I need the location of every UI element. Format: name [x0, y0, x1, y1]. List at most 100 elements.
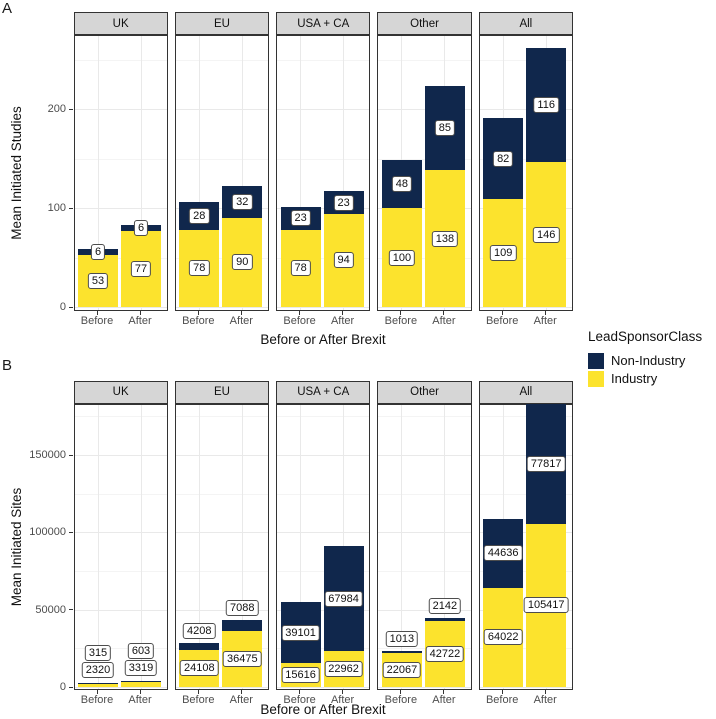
y-tick-label: 50000: [35, 603, 66, 616]
gridline-minor: [479, 416, 572, 418]
gridline-vertical: [241, 36, 243, 310]
x-tick-label: After: [533, 694, 557, 706]
x-tick-label: After: [128, 315, 152, 327]
value-label-industry: 22067: [382, 661, 422, 678]
gridline-major: [378, 307, 471, 308]
value-label-industry: 105417: [523, 597, 569, 614]
facet-panel: 2320 315 3319 603: [73, 403, 168, 690]
value-label-non-industry: 2142: [428, 597, 462, 614]
legend: LeadSponsorClass Non-Industry Industry: [588, 329, 702, 388]
gridline-minor: [74, 416, 167, 418]
gridline-major: [175, 532, 269, 534]
bar-segment-non-industry: [381, 651, 422, 653]
x-tick-label: Before: [384, 694, 418, 706]
gridline-minor: [277, 158, 370, 160]
gridline-major: [175, 455, 269, 456]
gridline-minor: [175, 59, 269, 61]
facet-strip: USA + CA: [276, 380, 371, 404]
gridline-major: [277, 109, 370, 110]
value-label-non-industry: 603: [127, 642, 155, 659]
value-label-non-industry: 7088: [226, 599, 259, 616]
value-label-non-industry: 77817: [526, 455, 566, 472]
x-tick-mark: [197, 311, 199, 315]
value-label-industry: 94: [333, 252, 354, 269]
value-label-non-industry: 23: [290, 210, 311, 227]
value-label-industry: 15616: [281, 666, 320, 683]
value-label-non-industry: 6: [90, 243, 106, 260]
facet-strip: EU: [174, 380, 270, 404]
gridline-vertical: [97, 404, 99, 689]
y-tick-mark: [68, 686, 73, 688]
y-axis-title: Mean Initiated Sites: [9, 487, 24, 607]
facet-strip: All: [478, 380, 573, 404]
x-tick-mark: [96, 311, 98, 315]
legend-item-non-industry: Non-Industry: [588, 352, 702, 369]
x-tick-mark: [240, 311, 242, 315]
value-label-industry: 146: [533, 226, 560, 243]
x-tick-label: Before: [283, 315, 316, 327]
gridline-vertical: [343, 36, 345, 310]
y-tick-mark: [68, 306, 73, 308]
gridline-minor: [175, 158, 269, 160]
legend-item-label: Non-Industry: [611, 353, 686, 368]
gridline-major: [175, 208, 269, 209]
legend-swatch-non-industry-icon: [588, 352, 604, 369]
gridline-minor: [378, 571, 471, 572]
gridline-minor: [378, 493, 471, 495]
x-tick-label: Before: [80, 694, 114, 706]
x-tick-mark: [299, 690, 301, 694]
gridline-vertical: [300, 404, 302, 689]
facet-strip: UK: [73, 380, 168, 404]
gridline-major: [74, 455, 167, 456]
gridline-major: [277, 687, 370, 688]
gridline-minor: [175, 571, 269, 572]
x-tick-mark: [96, 690, 98, 694]
gridline-major: [175, 307, 269, 308]
gridline-minor: [277, 416, 370, 418]
gridline-vertical: [401, 404, 403, 689]
gridline-major: [74, 307, 167, 308]
value-label-industry: 90: [232, 254, 253, 271]
gridline-major: [175, 609, 269, 611]
gridline-major: [378, 208, 471, 209]
gridline-major: [74, 109, 167, 110]
gridline-minor: [175, 493, 269, 495]
value-label-non-industry: 315: [84, 644, 112, 661]
x-tick-label: After: [432, 315, 456, 327]
value-label-industry: 138: [431, 230, 459, 247]
gridline-major: [479, 307, 572, 308]
facet-strip: USA + CA: [276, 12, 371, 35]
legend-item-label: Industry: [611, 371, 658, 386]
facet-strip: Other: [377, 380, 472, 404]
y-tick-label: 150000: [29, 449, 66, 461]
panel-tag-a: A: [2, 0, 13, 17]
gridline-minor: [74, 257, 167, 259]
gridline-major: [175, 109, 269, 110]
gridline-minor: [277, 59, 370, 61]
x-tick-label: Before: [384, 315, 418, 327]
gridline-minor: [479, 257, 572, 259]
y-tick-mark: [68, 454, 73, 456]
gridline-vertical: [97, 36, 99, 310]
x-tick-label: After: [330, 694, 355, 706]
gridline-vertical: [300, 36, 302, 310]
gridline-minor: [74, 571, 167, 572]
gridline-minor: [175, 648, 269, 650]
legend-swatch-industry-icon: [588, 370, 604, 387]
value-label-non-industry: 67984: [324, 590, 363, 607]
x-tick-mark: [400, 690, 402, 694]
x-tick-mark: [544, 311, 546, 315]
x-tick-mark: [501, 690, 503, 694]
value-label-industry: 78: [290, 260, 311, 277]
gridline-major: [74, 609, 167, 611]
facet-panel: 100 48 138 85: [377, 35, 472, 311]
value-label-industry: 100: [388, 249, 416, 266]
gridline-major: [479, 208, 572, 209]
x-tick-mark: [197, 690, 199, 694]
facet-panel: 78 23 94 23: [276, 35, 371, 311]
y-tick-label: 0: [59, 301, 66, 313]
gridline-major: [378, 109, 471, 110]
gridline-major: [175, 687, 269, 688]
gridline-major: [378, 455, 471, 456]
